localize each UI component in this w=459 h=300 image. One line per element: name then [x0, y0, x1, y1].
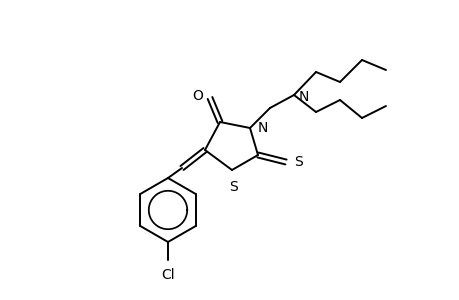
Text: N: N [257, 121, 268, 135]
Text: O: O [192, 89, 202, 103]
Text: N: N [298, 90, 309, 104]
Text: S: S [229, 180, 238, 194]
Text: S: S [293, 155, 302, 169]
Text: Cl: Cl [161, 268, 174, 282]
